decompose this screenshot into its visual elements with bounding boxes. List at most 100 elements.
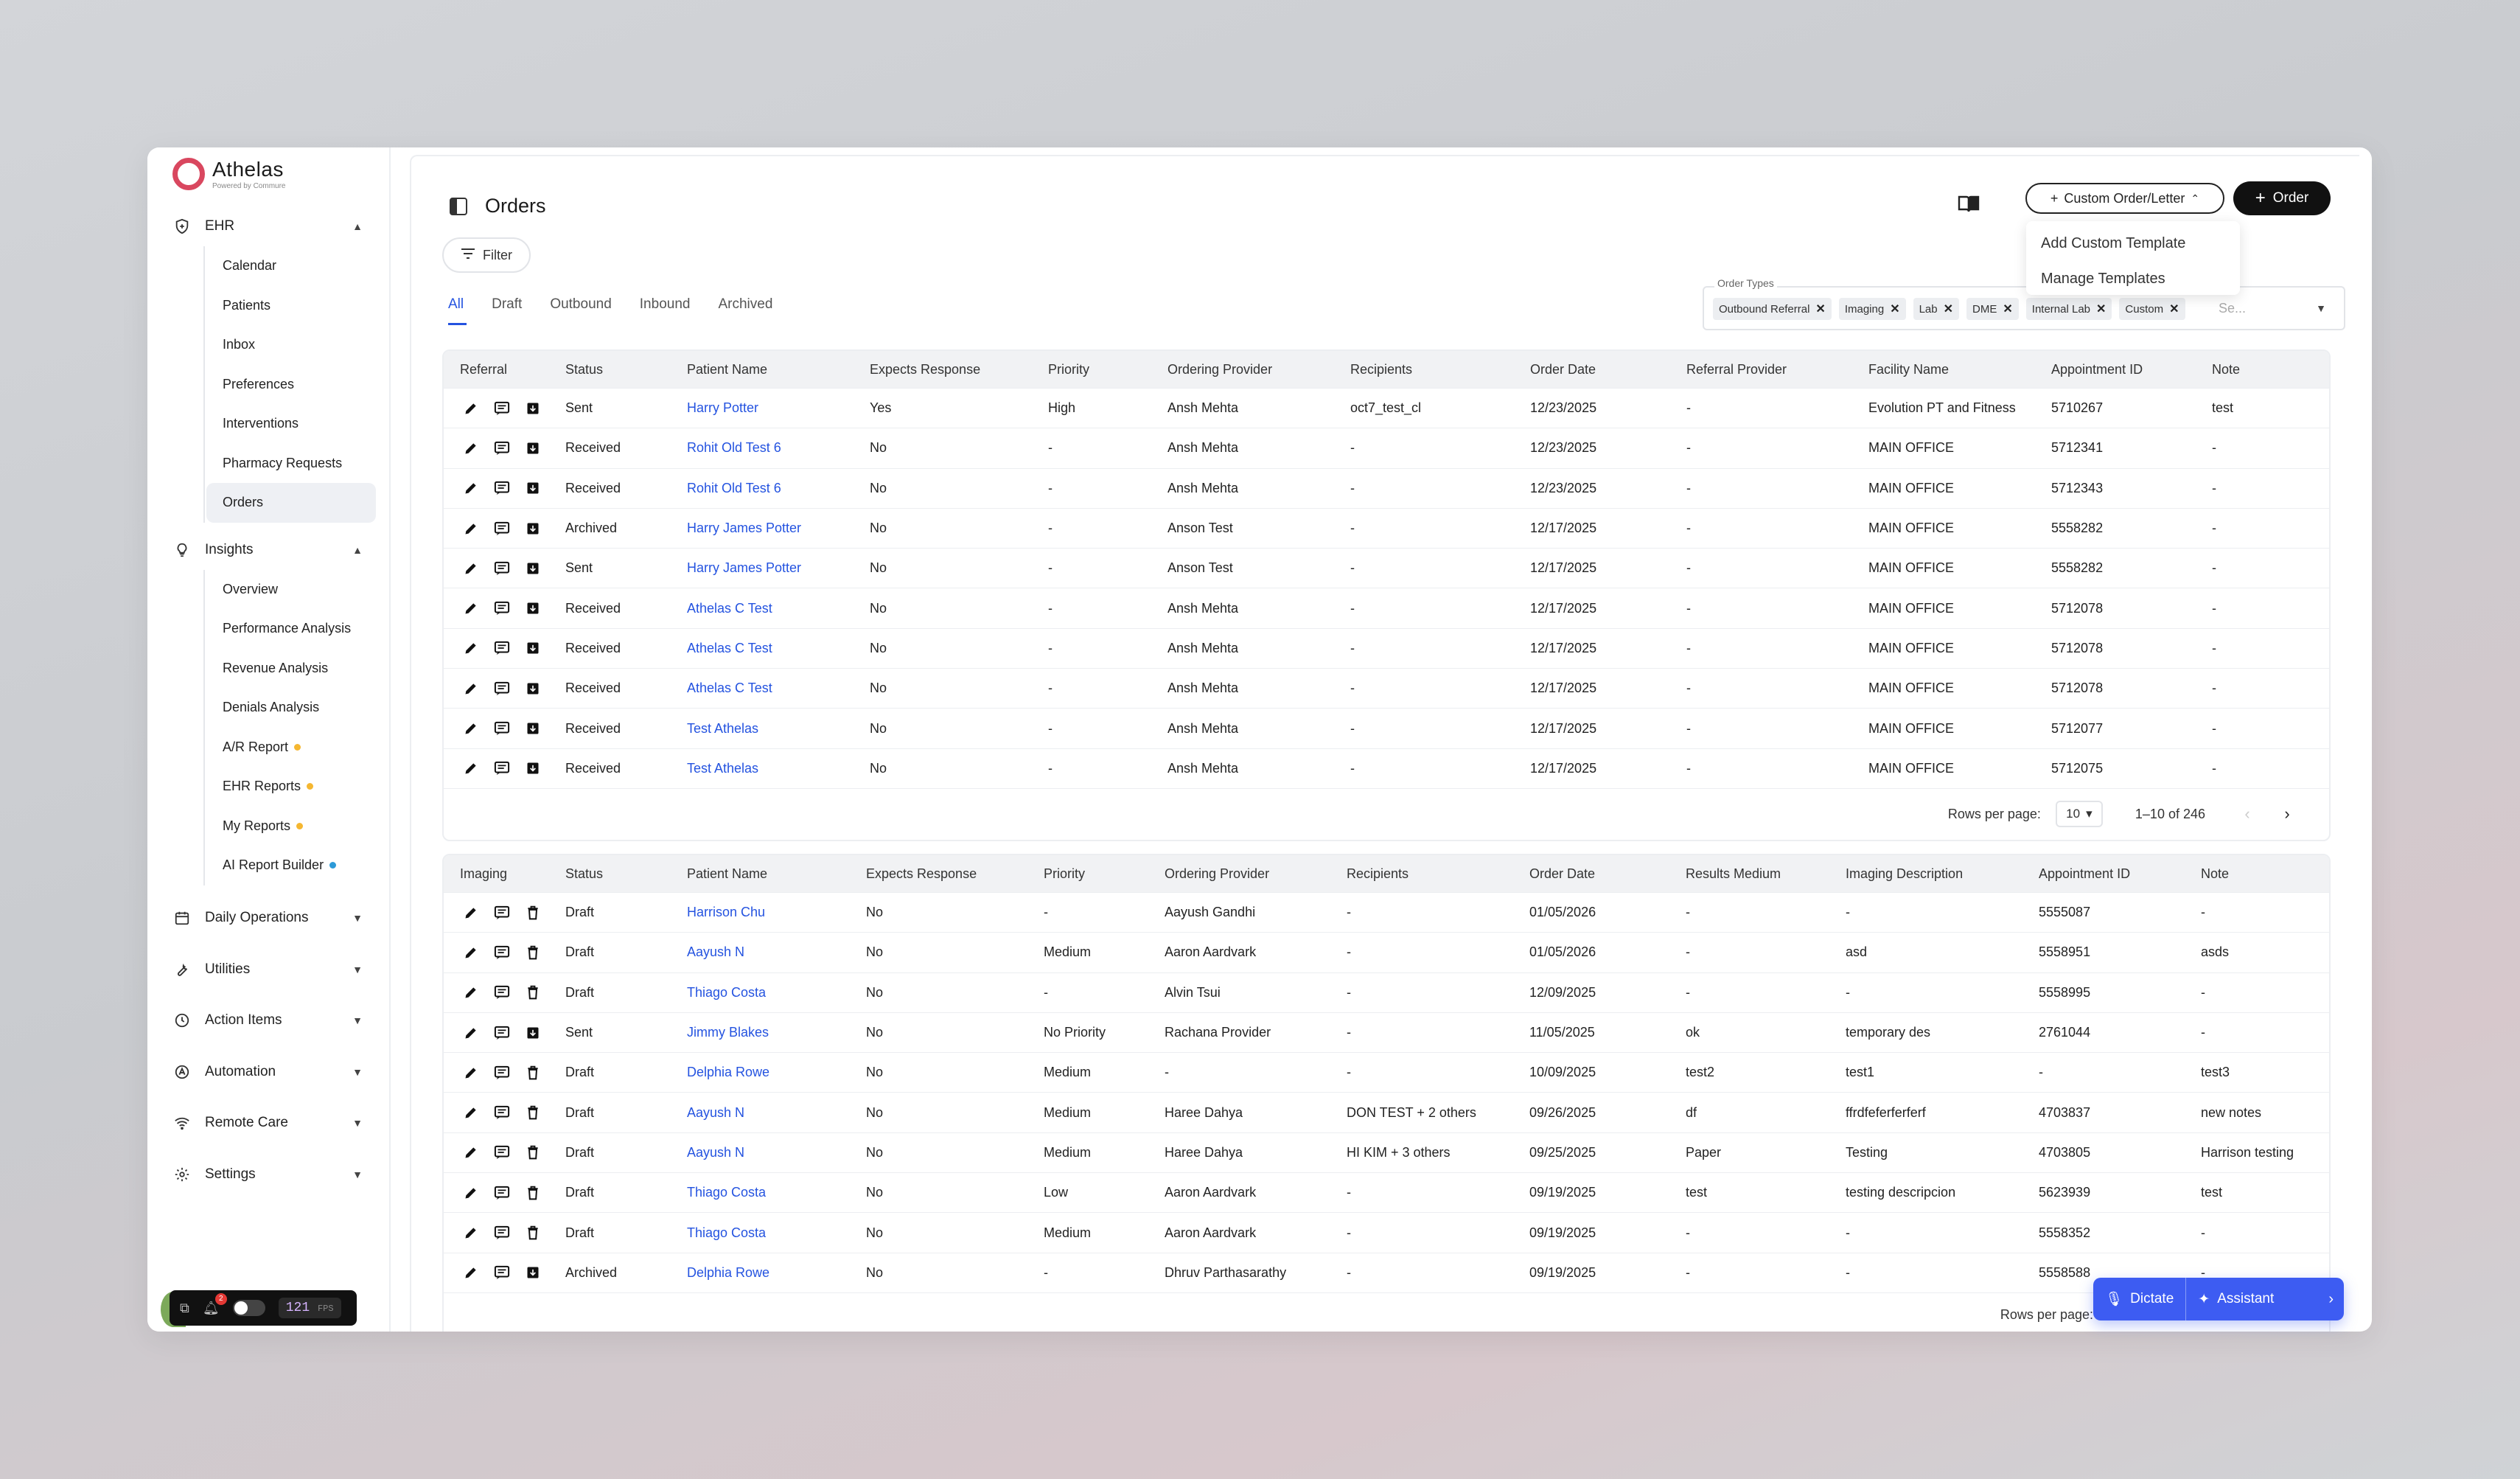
message-icon[interactable]: [494, 905, 510, 921]
filter-button[interactable]: Filter: [442, 237, 531, 273]
tab-draft[interactable]: Draft: [492, 296, 523, 312]
table-row[interactable]: Archived Harry James Potter No - Anson Test -…: [444, 507, 2329, 548]
archive-icon[interactable]: [525, 521, 541, 537]
message-icon[interactable]: [494, 720, 510, 737]
pencil-icon[interactable]: [463, 440, 479, 456]
patient-name-link[interactable]: Athelas C Test: [687, 600, 772, 616]
column-header[interactable]: Imaging Description: [1846, 866, 1964, 881]
table-row[interactable]: Archived Delphia Rowe No - Dhruv Parthasarat…: [444, 1252, 2329, 1292]
sidebar-item-preferences[interactable]: Preferences: [206, 365, 376, 405]
trash-icon[interactable]: [525, 1144, 541, 1160]
column-header[interactable]: Results Medium: [1686, 866, 1781, 881]
archive-icon[interactable]: [525, 760, 541, 776]
order-type-chip[interactable]: Outbound Referral ✕: [1713, 298, 1832, 320]
column-header[interactable]: Order Date: [1530, 361, 1596, 377]
table-row[interactable]: Draft Thiago Costa No Medium Aaron Aardvark -…: [444, 1212, 2329, 1252]
new-order-button[interactable]: + Order: [2233, 181, 2331, 215]
message-icon[interactable]: [494, 521, 510, 537]
inspect-icon[interactable]: ⧉: [180, 1300, 189, 1315]
table-row[interactable]: Draft Aayush N No Medium Aaron Aardvark - 01/0…: [444, 932, 2329, 972]
custom-order-letter-button[interactable]: + Custom Order/Letter ⌃: [2025, 183, 2224, 214]
message-icon[interactable]: [494, 1225, 510, 1241]
pencil-icon[interactable]: [463, 1185, 479, 1201]
pencil-icon[interactable]: [463, 521, 479, 537]
column-header[interactable]: Note: [2212, 361, 2241, 377]
close-icon[interactable]: ✕: [1890, 303, 1900, 316]
menu-item-manage-templates[interactable]: Manage Templates: [2041, 270, 2165, 287]
column-header[interactable]: Appointment ID: [2039, 866, 2131, 881]
column-header[interactable]: Expects Response: [866, 866, 977, 881]
close-icon[interactable]: ✕: [1815, 303, 1826, 316]
column-header[interactable]: Imaging: [460, 866, 508, 881]
sidebar-section-insights[interactable]: Insights ▲: [162, 530, 376, 570]
patient-name-link[interactable]: Rohit Old Test 6: [687, 480, 781, 495]
pencil-icon[interactable]: [463, 1225, 479, 1241]
column-header[interactable]: Facility Name: [1868, 361, 1950, 377]
table-row[interactable]: Draft Aayush N No Medium Haree Dahya HI KIM +…: [444, 1132, 2329, 1172]
message-icon[interactable]: [494, 600, 510, 616]
close-icon[interactable]: ✕: [2003, 303, 2013, 316]
pencil-icon[interactable]: [463, 905, 479, 921]
column-header[interactable]: Status: [565, 361, 604, 377]
sidebar-section-action-items[interactable]: Action Items ▼: [162, 995, 376, 1047]
bell-icon[interactable]: 🔔︎ 2: [203, 1292, 227, 1316]
sidebar-item-overview[interactable]: Overview: [206, 570, 376, 610]
patient-name-link[interactable]: Harry Potter: [687, 400, 759, 416]
table-row[interactable]: Received Athelas C Test No - Ansh Mehta - 12/1…: [444, 627, 2329, 668]
patient-name-link[interactable]: Thiago Costa: [687, 1225, 767, 1240]
order-type-chip[interactable]: Lab ✕: [1913, 298, 1960, 320]
table-row[interactable]: Received Athelas C Test No - Ansh Mehta - 12/1…: [444, 588, 2329, 627]
patient-name-link[interactable]: Athelas C Test: [687, 640, 772, 655]
archive-icon[interactable]: [525, 400, 541, 417]
column-header[interactable]: Patient Name: [687, 361, 768, 377]
table-row[interactable]: Received Test Athelas No - Ansh Mehta - 12/17/…: [444, 748, 2329, 788]
trash-icon[interactable]: [525, 944, 541, 961]
sidebar-item-inbox[interactable]: Inbox: [206, 325, 376, 365]
column-header[interactable]: Expects Response: [870, 361, 981, 377]
pencil-icon[interactable]: [463, 944, 479, 961]
archive-icon[interactable]: [525, 560, 541, 577]
order-type-chip[interactable]: Imaging ✕: [1838, 298, 1906, 320]
sidebar-item-calendar[interactable]: Calendar: [206, 246, 376, 286]
column-header[interactable]: Order Date: [1529, 866, 1596, 881]
message-icon[interactable]: [494, 760, 510, 776]
sidebar-item-ehr-reports[interactable]: EHR Reports: [206, 767, 376, 807]
pencil-icon[interactable]: [463, 984, 479, 1000]
pencil-icon[interactable]: [463, 681, 479, 697]
sidebar-section-daily-operations[interactable]: Daily Operations ▼: [162, 893, 376, 944]
tab-archived[interactable]: Archived: [718, 296, 773, 312]
table-row[interactable]: Draft Thiago Costa No Low Aaron Aardvark - 09/…: [444, 1172, 2329, 1212]
patient-name-link[interactable]: Harry James Potter: [687, 521, 802, 536]
sidebar-item-my-reports[interactable]: My Reports: [206, 807, 376, 846]
column-header[interactable]: Note: [2201, 866, 2230, 881]
patient-name-link[interactable]: Jimmy Blakes: [687, 1025, 769, 1040]
order-types-select[interactable]: Order Types Outbound Referral ✕ Imaging ✕ La…: [1703, 277, 2345, 330]
book-icon[interactable]: [1958, 195, 1980, 219]
table-row[interactable]: Draft Thiago Costa No - Alvin Tsui - 12/09/202…: [444, 972, 2329, 1012]
patient-name-link[interactable]: Thiago Costa: [687, 984, 767, 1000]
trash-icon[interactable]: [525, 984, 541, 1000]
logo[interactable]: Athelas Powered by Commure: [172, 158, 285, 190]
patient-name-link[interactable]: Harry James Potter: [687, 560, 802, 576]
sidebar-section-automation[interactable]: Automation ▼: [162, 1046, 376, 1098]
table-row[interactable]: Draft Delphia Rowe No Medium - - 10/09/2025 tes…: [444, 1052, 2329, 1092]
order-type-chip[interactable]: Internal Lab ✕: [2025, 298, 2112, 320]
tab-all[interactable]: All: [448, 296, 467, 325]
pencil-icon[interactable]: [463, 1264, 479, 1281]
sidebar-item-orders[interactable]: Orders: [206, 483, 376, 523]
column-header[interactable]: Recipients: [1350, 361, 1413, 377]
table-row[interactable]: Received Test Athelas No - Ansh Mehta - 12/17/…: [444, 708, 2329, 748]
archive-icon[interactable]: [525, 440, 541, 456]
sidebar-item-denials-analysis[interactable]: Denials Analysis: [206, 688, 376, 728]
pencil-icon[interactable]: [463, 400, 479, 417]
trash-icon[interactable]: [525, 1065, 541, 1081]
archive-icon[interactable]: [525, 681, 541, 697]
trash-icon[interactable]: [525, 1104, 541, 1121]
table-row[interactable]: Sent Jimmy Blakes No No Priority Rachana Pro…: [444, 1012, 2329, 1052]
rows-per-page-select[interactable]: 10 ▾: [2055, 801, 2103, 828]
sidebar-section-ehr[interactable]: EHR ▲: [162, 206, 376, 246]
sidebar-toggle-icon[interactable]: [450, 197, 467, 215]
pencil-icon[interactable]: [463, 720, 479, 737]
table-row[interactable]: Received Athelas C Test No - Ansh Mehta - 12/1…: [444, 668, 2329, 708]
sidebar-item-ai-report-builder[interactable]: AI Report Builder: [206, 846, 376, 885]
